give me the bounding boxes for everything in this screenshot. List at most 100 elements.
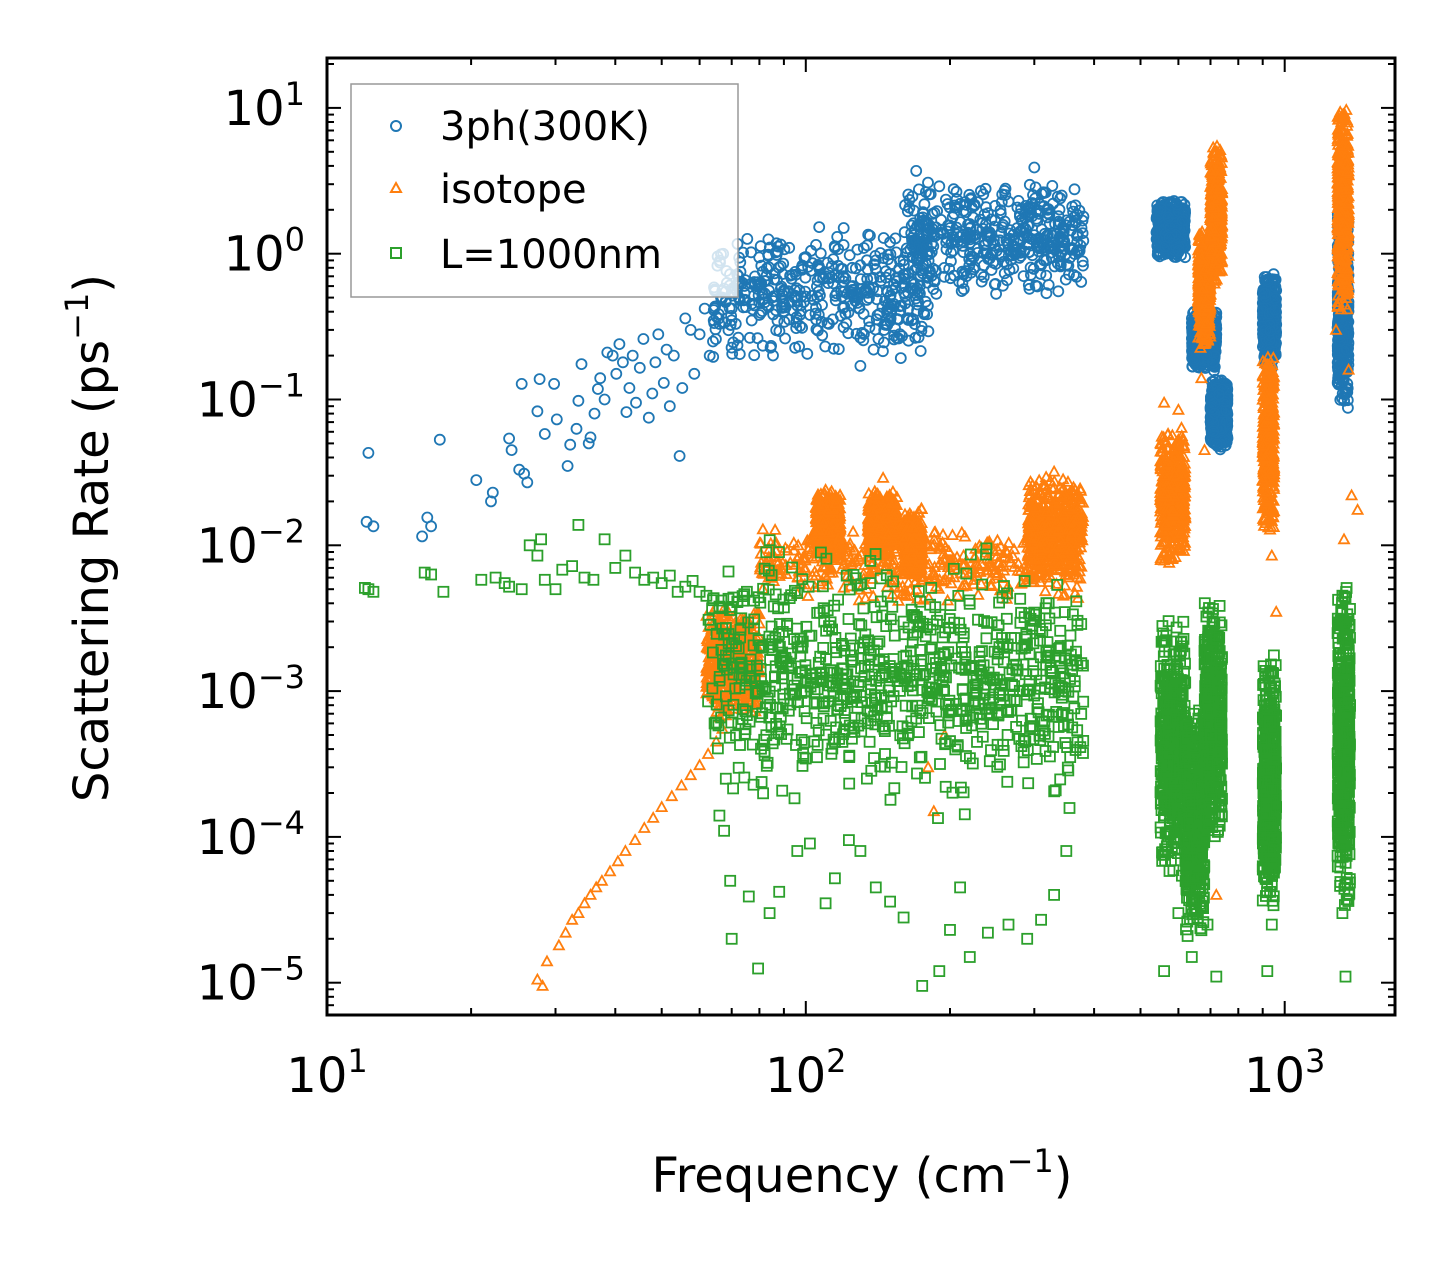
- 3ph-point: [963, 222, 976, 235]
- 3ph-point: [938, 261, 951, 274]
- 3ph-point: [965, 250, 978, 263]
- 3ph-point: [789, 341, 801, 354]
- 3ph-point: [598, 393, 611, 406]
- 3ph-point: [910, 164, 923, 177]
- 3ph-point: [806, 289, 818, 302]
- 3ph-point: [911, 298, 924, 311]
- 3ph-point: [550, 413, 563, 426]
- 3ph-point: [610, 367, 623, 380]
- isotope-point: [768, 523, 782, 535]
- 3ph-point: [915, 320, 928, 333]
- 3ph-point: [433, 433, 446, 446]
- 3ph-point: [947, 183, 960, 196]
- 3ph-point: [910, 292, 922, 305]
- 3ph-point: [956, 265, 969, 278]
- 3ph-point: [515, 377, 528, 390]
- 3ph-point: [1052, 285, 1065, 298]
- isotope-point: [1038, 584, 1052, 597]
- 3ph-point: [1063, 268, 1075, 281]
- 3ph-point: [1072, 228, 1084, 241]
- 3ph-point: [748, 299, 760, 312]
- 3ph-point: [564, 438, 577, 451]
- 3ph-point: [827, 253, 840, 266]
- 3ph-point: [812, 324, 824, 337]
- 3ph-point: [857, 242, 870, 254]
- 3ph-point: [927, 227, 940, 240]
- 3ph-point: [1046, 179, 1059, 192]
- 3ph-point: [1009, 246, 1022, 259]
- 3ph-point: [798, 295, 810, 308]
- isotope-point: [846, 524, 860, 537]
- 3ph-point: [657, 376, 670, 389]
- 3ph-point: [926, 226, 938, 239]
- 3ph-point: [956, 277, 969, 289]
- 3ph-point: [917, 206, 929, 219]
- 3ph-point: [725, 309, 737, 322]
- 3ph-point: [745, 246, 757, 259]
- 3ph-point: [875, 274, 887, 287]
- 3ph-point: [1151, 248, 1164, 261]
- 3ph-point: [829, 294, 842, 307]
- 3ph-point: [1040, 254, 1053, 267]
- 3ph-point: [548, 377, 560, 390]
- 3ph-point: [667, 349, 680, 362]
- 3ph-point: [774, 260, 787, 273]
- 3ph-point: [846, 288, 859, 301]
- 3ph-point: [892, 271, 905, 284]
- 3ph-point: [731, 339, 744, 352]
- 3ph-point: [856, 326, 868, 339]
- 3ph-point: [724, 318, 737, 331]
- 3ph-point: [857, 334, 870, 347]
- 3ph-point: [425, 520, 438, 533]
- 3ph-point: [801, 347, 814, 360]
- 3ph-point: [1068, 183, 1081, 196]
- 3ph-point: [1188, 353, 1201, 366]
- 3ph-point: [1069, 216, 1082, 229]
- 3ph-point: [778, 315, 791, 328]
- 3ph-point: [416, 530, 429, 543]
- 3ph-point: [1029, 181, 1042, 194]
- 3ph-point: [588, 407, 601, 420]
- 3ph-point: [968, 198, 981, 211]
- 3ph-point: [1017, 270, 1030, 283]
- 3ph-point: [1172, 244, 1185, 257]
- 3ph-point: [900, 242, 913, 255]
- 3ph-point: [1029, 279, 1042, 292]
- 3ph-point: [945, 236, 958, 249]
- 3ph-point: [623, 382, 636, 394]
- 3ph-point: [1177, 207, 1190, 219]
- 3ph-point: [882, 297, 894, 310]
- 3ph-point: [521, 476, 534, 489]
- 3ph-point: [903, 193, 916, 206]
- 3ph-point: [843, 249, 856, 262]
- 3ph-point: [718, 316, 731, 329]
- 3ph-point: [921, 308, 933, 321]
- 3ph-point: [971, 246, 984, 259]
- 3ph-point: [775, 282, 787, 295]
- 3ph-point: [867, 343, 880, 356]
- 3ph-point: [1048, 260, 1061, 273]
- 3ph-point: [920, 240, 933, 253]
- 3ph-point: [902, 188, 915, 201]
- 3ph-point: [756, 339, 769, 352]
- 3ph-point: [933, 180, 946, 193]
- 3ph-point: [943, 262, 956, 275]
- 3ph-point: [767, 349, 779, 362]
- 3ph-point: [1053, 203, 1066, 216]
- 3ph-point: [810, 301, 822, 314]
- 3ph-point: [915, 324, 928, 337]
- 3ph-point: [570, 422, 583, 435]
- isotope-point: [957, 548, 971, 561]
- 3ph-point: [863, 321, 876, 334]
- 3ph-point: [762, 261, 775, 274]
- 3ph-point: [1151, 239, 1164, 252]
- 3ph-point: [899, 268, 911, 280]
- 3ph-point: [930, 287, 943, 300]
- 3ph-point: [907, 217, 920, 230]
- 3ph-point: [769, 246, 782, 259]
- 3ph-point: [841, 287, 854, 300]
- 3ph-point: [990, 244, 1003, 257]
- 3ph-point: [1028, 229, 1041, 242]
- 3ph-point: [770, 304, 782, 317]
- 3ph-point: [917, 262, 929, 275]
